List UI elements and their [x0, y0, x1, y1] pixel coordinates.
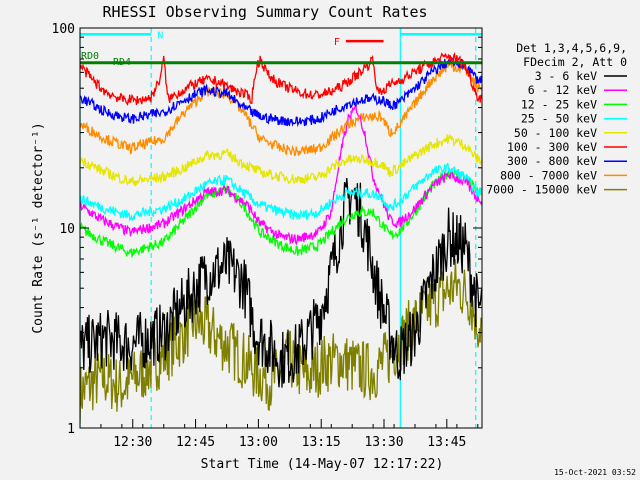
rd0-label: RD0 — [81, 51, 99, 62]
x-tick-label: 13:45 — [427, 435, 466, 450]
series-line-0 — [80, 178, 482, 388]
y-tick-label: 10 — [59, 222, 75, 237]
series-line-5 — [80, 52, 482, 106]
axes-layer: N F RD0 RD4 12:30 12:45 13:00 13:15 13:30 13:45 1 1… — [52, 22, 482, 450]
legend-entry-label: 6 - 12 keV — [528, 83, 597, 97]
legend-entry-label: 800 - 7000 keV — [500, 168, 597, 182]
legend-header-line1: Det 1,3,4,5,6,9, — [516, 41, 627, 55]
y-axis-label: Count Rate (s⁻¹ detector⁻¹) — [31, 122, 46, 333]
n-label: N — [157, 30, 163, 41]
y-tick-label: 100 — [52, 22, 75, 37]
series-line-7 — [80, 61, 482, 157]
legend-entry-label: 25 - 50 keV — [521, 112, 597, 126]
legend-header-line2: FDecim 2, Att 0 — [523, 55, 627, 69]
chart-title: RHESSI Observing Summary Count Rates — [102, 3, 427, 21]
rd4-label: RD4 — [113, 57, 131, 68]
x-tick-label: 13:00 — [239, 435, 278, 450]
x-tick-label: 13:15 — [302, 435, 341, 450]
legend-entry-label: 100 - 300 keV — [507, 140, 597, 154]
x-axis-label: Start Time (14-May-07 12:17:22) — [201, 457, 444, 472]
legend: Det 1,3,4,5,6,9, FDecim 2, Att 0 3 - 6 k… — [486, 41, 627, 197]
legend-entry-label: 300 - 800 keV — [507, 154, 597, 168]
x-tick-label: 12:30 — [113, 435, 152, 450]
series-line-1 — [80, 102, 482, 246]
f-label: F — [334, 37, 340, 48]
legend-entry-label: 7000 - 15000 keV — [486, 183, 597, 197]
y-tick-label: 1 — [67, 422, 75, 437]
series-line-3 — [80, 162, 482, 222]
x-tick-label: 13:30 — [364, 435, 403, 450]
x-tick-label: 12:45 — [176, 435, 215, 450]
series-line-4 — [80, 133, 482, 187]
legend-entry-label: 3 - 6 keV — [535, 69, 597, 83]
legend-entry-label: 12 - 25 keV — [521, 97, 597, 111]
legend-entry-label: 50 - 100 keV — [514, 126, 597, 140]
series-line-6 — [80, 57, 482, 128]
footer-timestamp: 15-Oct-2021 03:52 — [554, 468, 636, 477]
